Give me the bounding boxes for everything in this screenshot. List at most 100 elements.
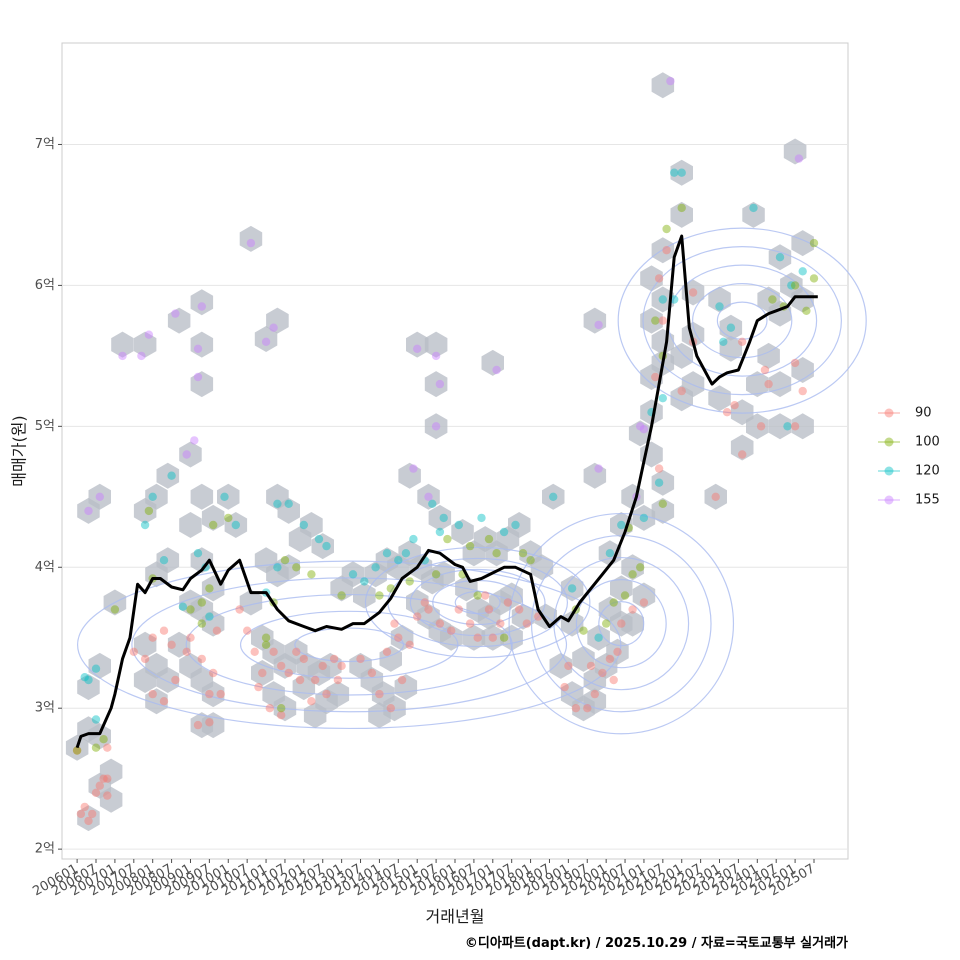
- point-191: [617, 619, 626, 628]
- point-106: [382, 549, 392, 558]
- point-14: [84, 675, 93, 685]
- point-232: [798, 267, 807, 276]
- point-185: [617, 520, 626, 530]
- point-9: [103, 774, 112, 783]
- hexbin-33: [190, 371, 214, 398]
- point-196: [651, 372, 660, 382]
- point-17: [91, 715, 101, 724]
- hexbin-54: [300, 512, 323, 538]
- point-87: [337, 661, 346, 671]
- x-axis: 2006012006072007012007072008012008072009…: [30, 859, 818, 899]
- point-241: [738, 337, 747, 346]
- legend: 90 100 120 155: [878, 406, 940, 508]
- point-114: [439, 513, 448, 523]
- hexbin-12: [111, 331, 134, 358]
- point-184: [605, 549, 615, 558]
- point-152: [454, 605, 463, 614]
- hexbin-142: [610, 610, 633, 637]
- point-31: [269, 323, 278, 332]
- hexbin-19: [133, 631, 157, 658]
- point-229: [787, 281, 796, 290]
- point-18: [84, 506, 93, 516]
- point-116: [375, 591, 384, 600]
- point-98: [299, 520, 308, 530]
- point-227: [768, 295, 777, 304]
- density-contour-15: [716, 301, 768, 340]
- hexbin-73: [353, 582, 376, 609]
- point-8: [99, 774, 108, 783]
- point-151: [499, 633, 509, 642]
- hexbin-7: [99, 758, 123, 785]
- point-36: [167, 471, 176, 480]
- point-109: [409, 534, 418, 544]
- point-169: [571, 704, 581, 713]
- hexbin-170: [746, 371, 769, 398]
- point-129: [435, 619, 445, 628]
- point-24: [193, 344, 203, 353]
- point-63: [220, 492, 229, 501]
- hexbin-119: [542, 483, 565, 510]
- hexbin-95: [428, 504, 452, 531]
- hexbin-34: [179, 441, 202, 468]
- point-55: [212, 626, 222, 635]
- point-66: [178, 602, 188, 611]
- point-83: [295, 675, 305, 685]
- point-90: [280, 556, 290, 565]
- point-40: [140, 654, 150, 664]
- point-157: [503, 598, 513, 607]
- point-145: [499, 527, 509, 537]
- hexbin-2: [77, 674, 100, 701]
- point-204: [658, 499, 667, 508]
- hexbin-167: [730, 399, 754, 426]
- point-44: [148, 689, 157, 699]
- point-104: [360, 577, 369, 586]
- point-47: [182, 647, 191, 656]
- point-120: [367, 668, 377, 678]
- point-7: [95, 781, 105, 790]
- point-237: [798, 386, 807, 396]
- point-117: [386, 584, 395, 593]
- hexbin-177: [783, 138, 807, 165]
- hexbin-5: [77, 805, 100, 832]
- point-199: [658, 295, 667, 304]
- point-203: [654, 478, 664, 487]
- hexbin-13: [133, 331, 157, 358]
- hexbin-43: [224, 512, 248, 538]
- point-194: [639, 425, 649, 434]
- point-32: [110, 605, 120, 614]
- point-48: [186, 633, 195, 642]
- point-111: [431, 570, 441, 579]
- point-71: [258, 668, 267, 678]
- point-78: [318, 661, 327, 671]
- point-128: [424, 605, 433, 614]
- point-49: [197, 654, 206, 664]
- point-57: [197, 598, 206, 607]
- point-221: [730, 401, 739, 410]
- hexbin-38: [190, 547, 214, 574]
- point-170: [583, 704, 592, 713]
- legend-key-120: [884, 466, 894, 476]
- x-axis-title: 거래년월: [426, 907, 485, 926]
- hexbin-139: [632, 504, 656, 531]
- point-172: [598, 668, 607, 678]
- hexbin-147: [640, 307, 663, 334]
- hexbin-122: [572, 645, 595, 672]
- point-202: [654, 464, 664, 473]
- hexbin-45: [239, 225, 263, 252]
- point-121: [375, 689, 384, 699]
- point-182: [628, 570, 637, 579]
- density-contour-14: [508, 512, 735, 735]
- point-206: [658, 316, 667, 325]
- hexbin-183: [768, 413, 792, 440]
- hexbin-56: [239, 589, 263, 616]
- y-tick-label-4: 6억: [35, 278, 55, 293]
- point-208: [670, 168, 679, 177]
- point-81: [265, 704, 274, 713]
- point-1: [72, 746, 82, 755]
- point-180: [609, 598, 618, 607]
- point-118: [405, 577, 414, 586]
- point-39: [129, 647, 138, 656]
- hexbin-66: [273, 695, 297, 722]
- y-tick-label-5: 7억: [35, 137, 55, 152]
- point-217: [715, 302, 724, 311]
